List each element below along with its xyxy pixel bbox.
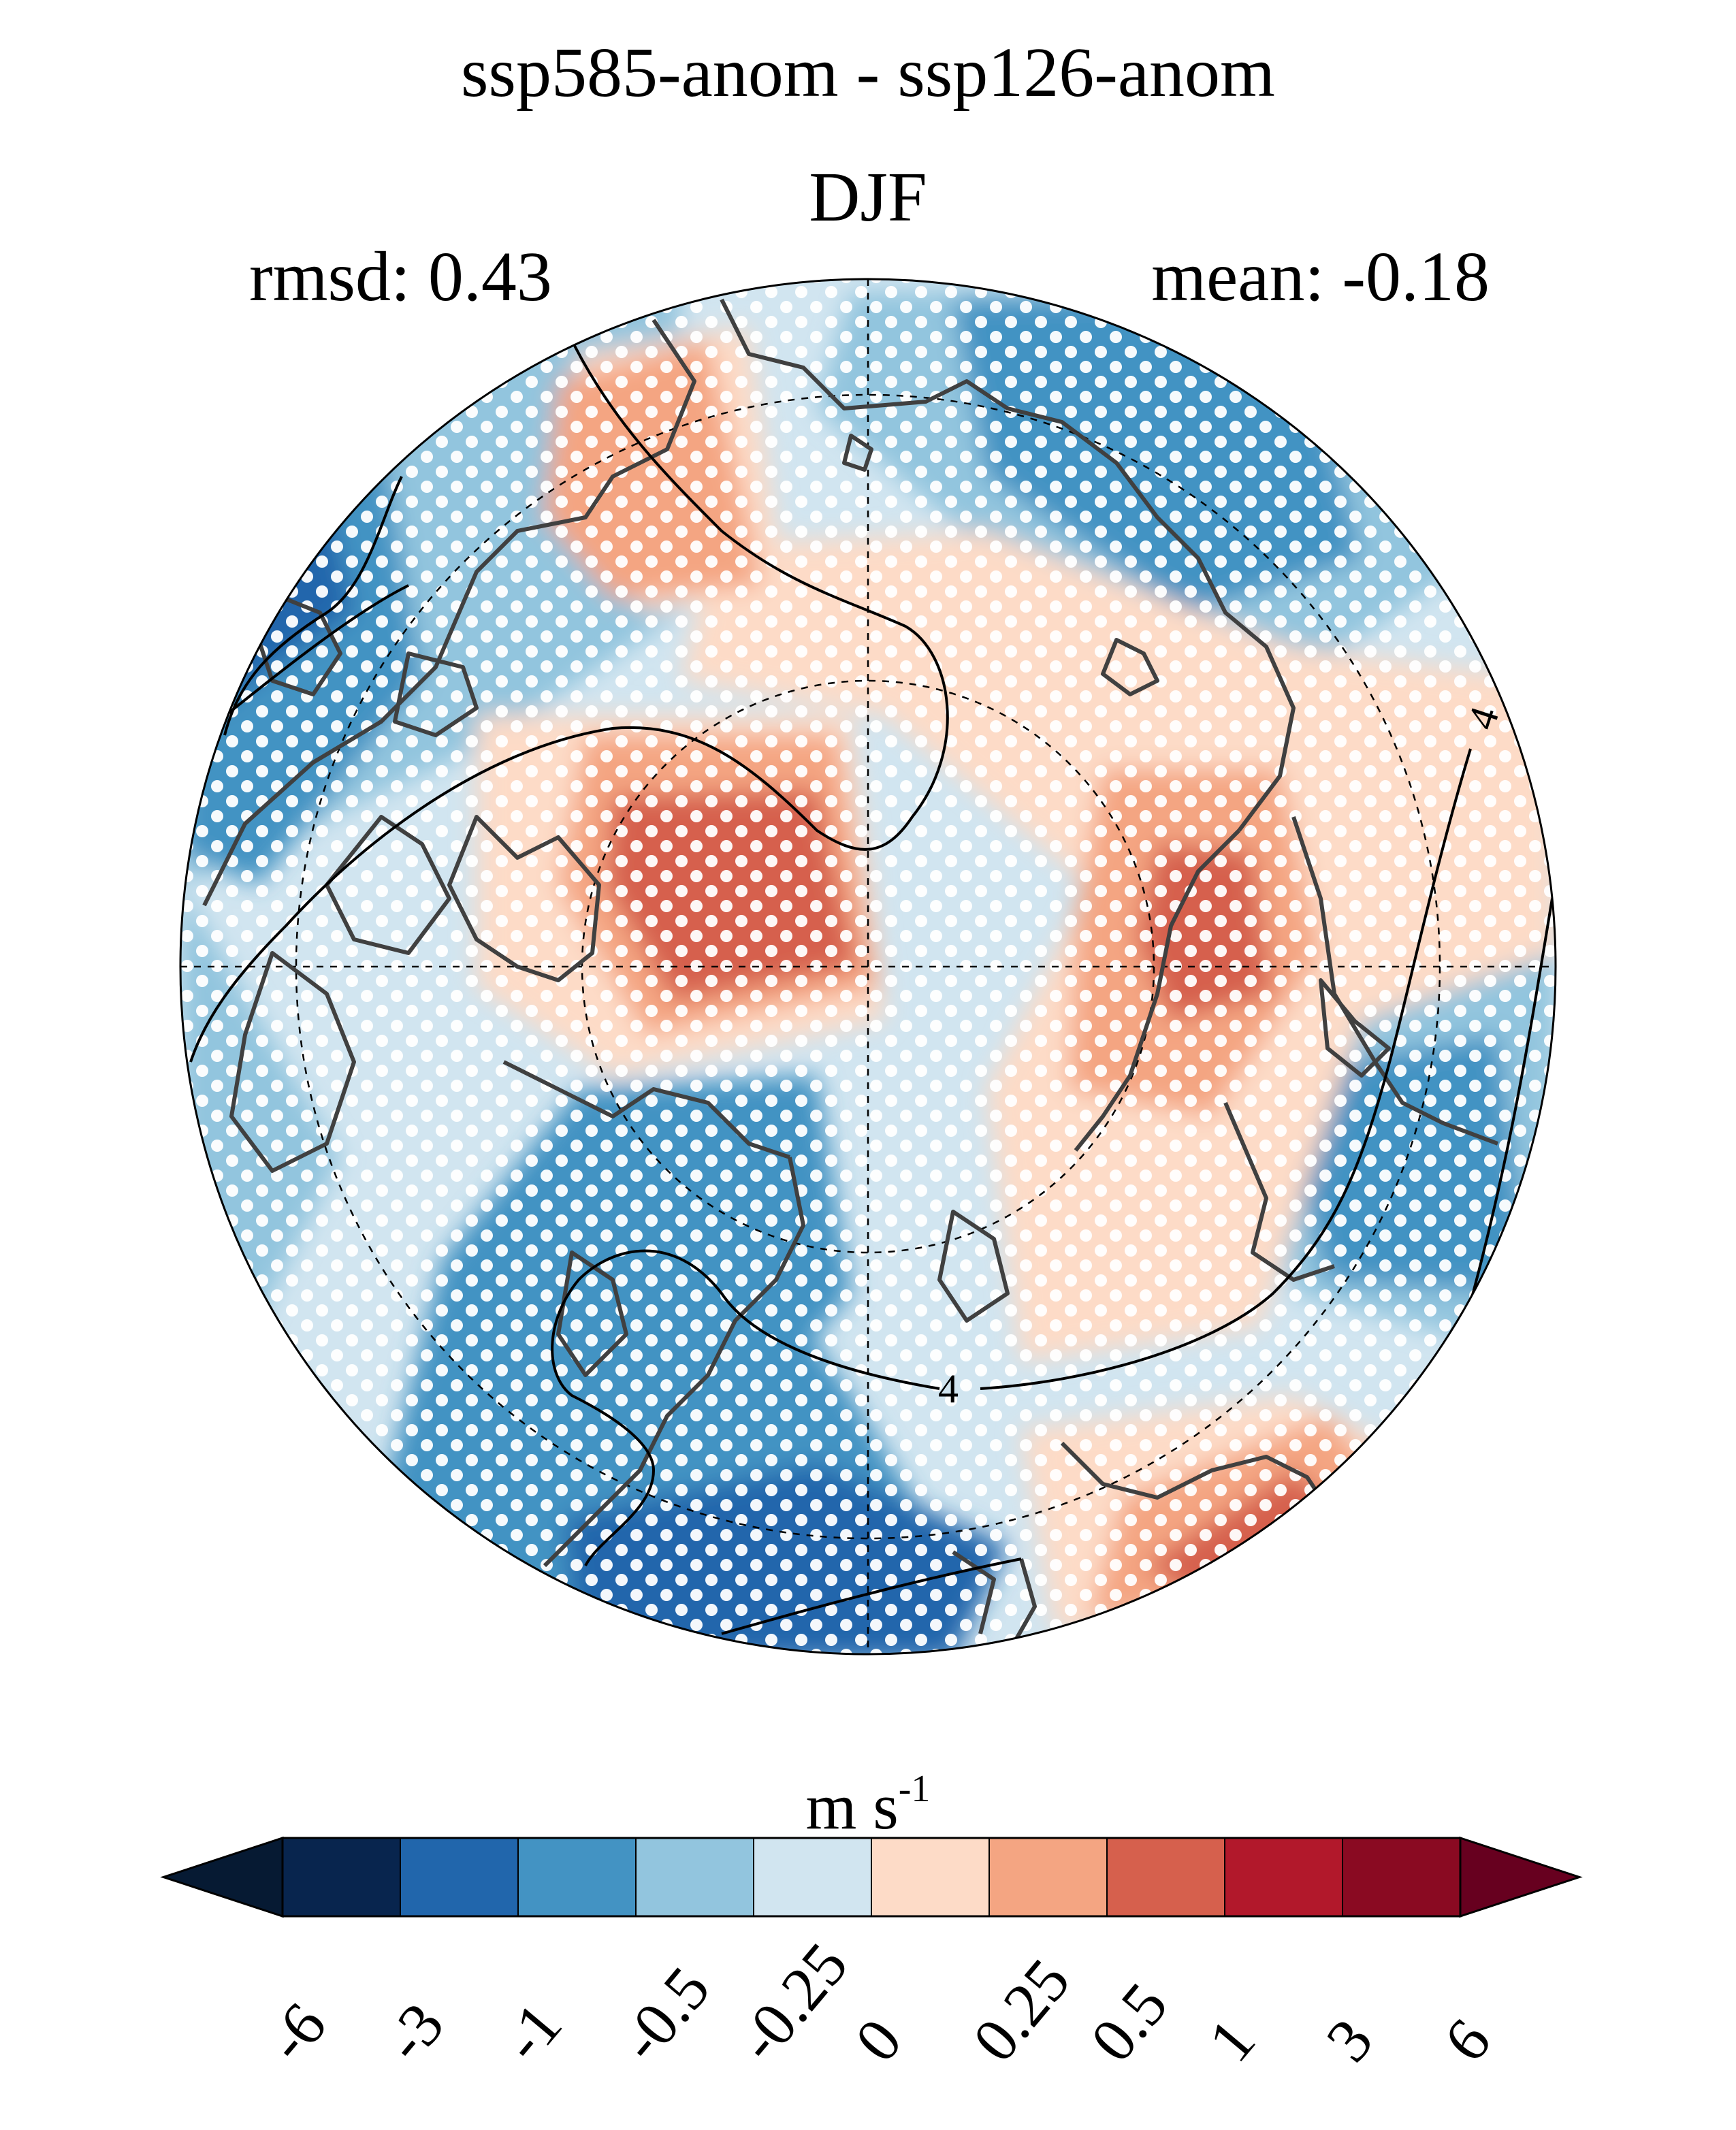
colorbar-units: m s-1 <box>0 1770 1736 1839</box>
colorbar-segment <box>400 1837 519 1917</box>
colorbar-extend-high <box>1459 1836 1583 1918</box>
units-base: m s <box>805 1770 899 1843</box>
season-label: DJF <box>809 158 927 236</box>
map-boundary <box>179 278 1557 1656</box>
colorbar-segment <box>282 1837 401 1917</box>
polar-map: 4 4 <box>179 278 1557 1656</box>
colorbar-segment <box>753 1837 872 1917</box>
anomaly-field <box>180 279 1556 1654</box>
colorbar-segment <box>1106 1837 1225 1917</box>
colorbar-segment <box>988 1837 1108 1917</box>
rmsd-label: rmsd: 0.43 <box>249 238 552 316</box>
units-exponent: -1 <box>898 1768 931 1810</box>
mean-label: mean: -0.18 <box>1151 238 1490 316</box>
colorbar-segment <box>517 1837 637 1917</box>
colorbar-segment <box>635 1837 754 1917</box>
figure-title: ssp585-anom - ssp126-anom <box>461 33 1275 112</box>
colorbar-segment <box>1342 1837 1461 1917</box>
colorbar-segment <box>1224 1837 1343 1917</box>
colorbar-frame <box>281 1837 1462 1918</box>
colorbar-extend-low <box>160 1836 284 1918</box>
colorbar-segment <box>871 1837 990 1917</box>
contour-label-bottom: 4 <box>938 1366 959 1411</box>
